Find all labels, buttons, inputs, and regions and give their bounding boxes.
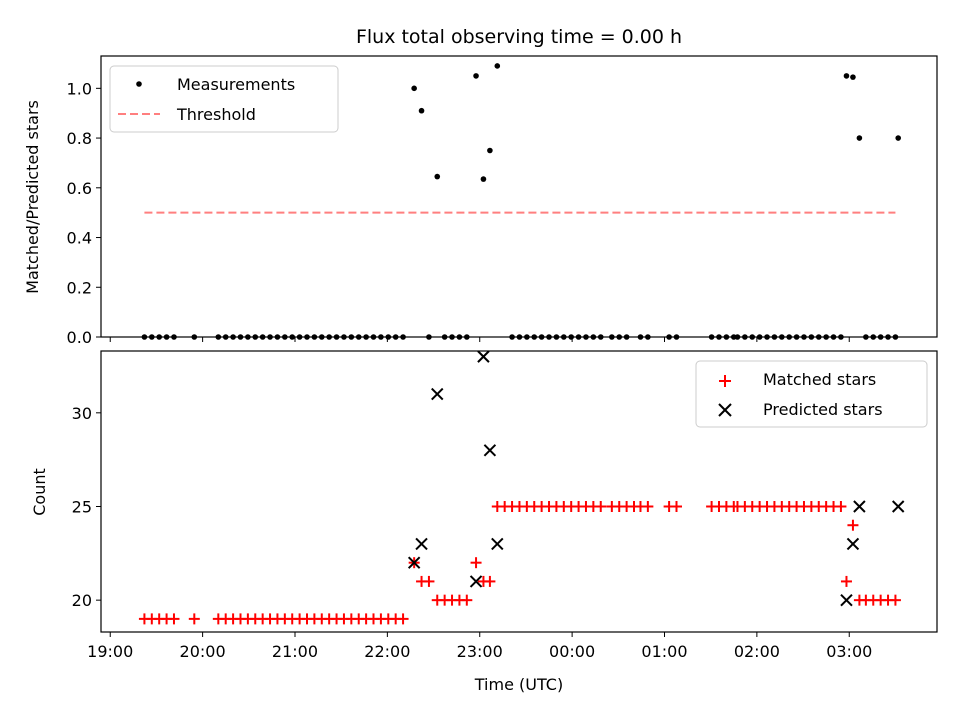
- x-axis-label: Time (UTC): [474, 675, 563, 694]
- predicted-star-point: [853, 500, 866, 513]
- bottom-panel: 20 25 30 19:00 20:00 21:00 22:00 23:00 00:00 01:…: [30, 350, 938, 694]
- predicted-marker-b: [477, 350, 490, 363]
- chart-title: Flux total observing time = 0.00 h: [356, 26, 682, 48]
- legend-matched-marker: [719, 375, 731, 387]
- predicted-marker-b: [431, 387, 444, 401]
- measurement-points: [141, 63, 902, 340]
- predicted-star-point: [483, 444, 497, 457]
- measurement-point: [473, 73, 479, 79]
- bottom-y-tick-label: 25: [72, 497, 92, 516]
- top-y-tick-label: 0.8: [67, 129, 92, 148]
- legend-measurement-marker: [136, 81, 142, 87]
- predicted-star-point: [415, 537, 428, 551]
- measurement-point: [418, 107, 425, 114]
- x-tick-label: 02:00: [734, 642, 780, 661]
- predicted-marker-b: [407, 556, 421, 569]
- top-legend: Measurements Threshold: [109, 65, 339, 133]
- top-y-axis-ticks: 0.0 0.2 0.4 0.6 0.8 1.0: [67, 79, 101, 347]
- predicted-marker-b: [415, 537, 428, 551]
- x-tick-label: 21:00: [272, 642, 318, 661]
- matched-star-point: [168, 613, 180, 625]
- measurement-point: [850, 74, 856, 80]
- predicted-marker-b: [891, 500, 905, 513]
- bottom-y-axis-ticks: 20 25 30: [72, 404, 101, 610]
- x-tick-label: 22:00: [364, 642, 410, 661]
- x-tick-label: 03:00: [826, 642, 872, 661]
- matched-star-point: [840, 575, 852, 587]
- top-plot-frame: [100, 55, 938, 338]
- measurement-point: [480, 176, 487, 182]
- top-panel: 0.0 0.2 0.4 0.6 0.8 1.0 Matched/Predicted sta…: [23, 55, 938, 347]
- predicted-marker-b: [483, 444, 497, 457]
- count-points: [138, 350, 905, 625]
- predicted-star-point: [891, 500, 905, 513]
- measurement-point: [856, 135, 863, 141]
- measurement-point: [411, 85, 417, 92]
- bottom-y-axis-label: Count: [30, 468, 49, 516]
- bottom-y-tick-label: 30: [72, 404, 92, 423]
- measurement-point: [895, 135, 902, 141]
- matched-star-point: [470, 557, 482, 569]
- matched-star-point: [188, 613, 200, 625]
- matched-star-point: [835, 500, 847, 512]
- legend-predicted-label: Predicted stars: [763, 400, 883, 419]
- bottom-plot-frame: [100, 350, 938, 633]
- matched-star-point: [671, 500, 683, 512]
- measurement-point: [487, 147, 493, 154]
- predicted-star-point: [477, 350, 490, 363]
- matched-star-point: [889, 594, 901, 606]
- top-y-tick-label: 0.2: [67, 278, 92, 297]
- matched-star-point: [423, 575, 435, 587]
- top-y-tick-label: 1.0: [67, 79, 92, 98]
- predicted-marker-b: [469, 575, 483, 588]
- bottom-legend: Matched stars Predicted stars: [695, 360, 928, 428]
- matched-star-point: [397, 613, 409, 625]
- predicted-star-point: [469, 575, 483, 588]
- top-y-tick-label: 0.4: [67, 229, 92, 248]
- matched-star-point: [595, 500, 607, 512]
- predicted-star-point: [431, 387, 444, 401]
- predicted-star-point: [846, 537, 860, 551]
- legend-matched-label: Matched stars: [763, 370, 876, 389]
- x-tick-label: 20:00: [180, 642, 226, 661]
- legend-predicted-marker: [718, 403, 732, 417]
- measurement-point: [843, 73, 850, 79]
- matched-star-point: [484, 575, 496, 587]
- x-tick-label: 00:00: [549, 642, 595, 661]
- x-tick-label: 01:00: [641, 642, 687, 661]
- predicted-star-point: [840, 593, 853, 607]
- matched-star-point: [642, 500, 654, 512]
- predicted-marker-b: [853, 500, 866, 513]
- matched-star-point: [461, 594, 473, 606]
- predicted-marker-b: [846, 537, 860, 551]
- top-y-tick-label: 0.0: [67, 328, 92, 347]
- measurement-point: [434, 173, 441, 180]
- predicted-marker-b: [840, 593, 853, 607]
- legend-measurements-label: Measurements: [177, 75, 295, 94]
- top-y-tick-label: 0.6: [67, 179, 92, 198]
- bottom-y-tick-label: 20: [72, 591, 92, 610]
- legend-threshold-label: Threshold: [176, 105, 256, 124]
- measurement-point: [494, 63, 501, 69]
- top-x-axis-ticks: [109, 337, 850, 342]
- predicted-star-point: [491, 537, 504, 551]
- predicted-star-point: [407, 556, 421, 569]
- bottom-legend-box: [695, 360, 928, 428]
- x-tick-label: 19:00: [87, 642, 133, 661]
- top-y-axis-label: Matched/Predicted stars: [23, 100, 42, 294]
- predicted-marker-b: [491, 537, 504, 551]
- bottom-x-axis-ticks: 19:00 20:00 21:00 22:00 23:00 00:00 01:00 02:00…: [87, 632, 872, 661]
- matched-star-point: [847, 519, 859, 531]
- x-tick-label: 23:00: [457, 642, 503, 661]
- top-legend-box: [109, 65, 339, 133]
